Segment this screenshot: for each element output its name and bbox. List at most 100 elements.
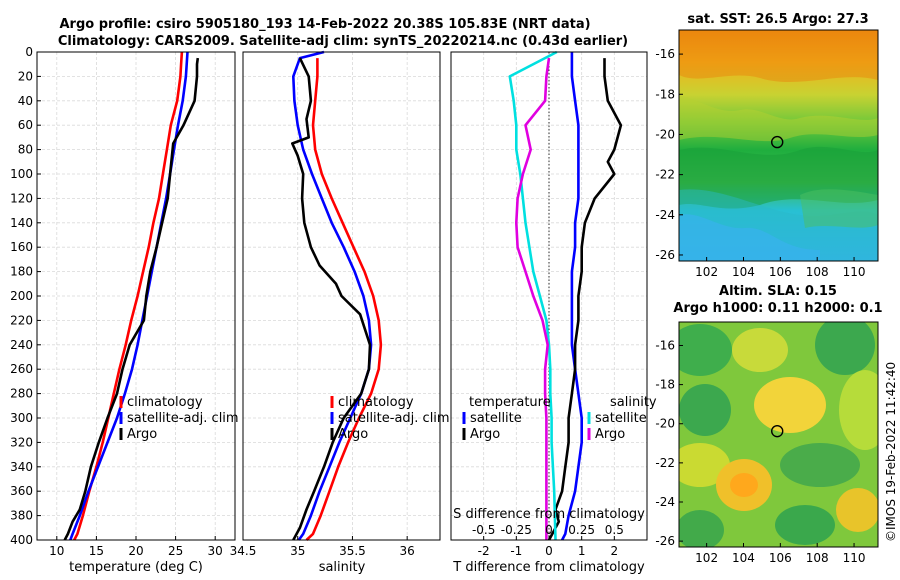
- depth-tick-label: 260: [10, 362, 33, 376]
- temperature-panel: 10 15 20 25 30 0 20 40 60 80 100 120 140 160 180 200 22…: [10, 45, 239, 575]
- difference-legend: temperature satellite Argo salinity sate…: [462, 395, 657, 442]
- series-line-t-satellite: [560, 52, 584, 541]
- sla-map-title-line1: Altim. SLA: 0.15: [719, 284, 837, 299]
- s-tick-label: 0.5: [605, 523, 624, 537]
- sla-lat-tick-label: -20: [655, 417, 675, 431]
- depth-tick-label: 240: [10, 338, 33, 352]
- depth-tick-label: 380: [10, 509, 33, 523]
- s-difference-label: S difference from climatology: [453, 507, 645, 522]
- legend-label-satellite: satellite-adj. clim: [338, 411, 450, 426]
- depth-tick-label: 360: [10, 484, 33, 498]
- figure-title-line2: Climatology: CARS2009. Satellite-adj cli…: [58, 34, 628, 49]
- sst-lon-tick-label: 106: [769, 265, 792, 279]
- sla-lat-tick-label: -26: [655, 534, 675, 548]
- sst-lat-tick-label: -26: [655, 248, 675, 262]
- series-line-s-argo: [514, 57, 551, 540]
- sla-lon-tick-label: 110: [843, 551, 866, 565]
- diff-xtick-label: 2: [611, 544, 619, 558]
- sal-xtick-label: 34.5: [230, 544, 257, 558]
- series-line-argo: [290, 57, 372, 541]
- sst-map-title: sat. SST: 26.5 Argo: 27.3: [687, 12, 868, 27]
- s-tick-label: -0.5: [472, 523, 495, 537]
- depth-tick-label: 320: [10, 435, 33, 449]
- sla-lat-tick-label: -24: [655, 495, 675, 509]
- legend-label-argo: Argo: [338, 427, 368, 442]
- temp-xtick-label: 10: [49, 544, 64, 558]
- depth-tick-label: 60: [18, 118, 33, 132]
- legend-label-s-satellite: satellite: [595, 411, 647, 426]
- salinity-panel: 34.5 35 35.5 36 salinity climatology satell…: [230, 50, 450, 575]
- sla-lon-tick-label: 108: [806, 551, 829, 565]
- argo-position-marker: [771, 135, 784, 149]
- imos-watermark: ©IMOS 19-Feb-2022 11:42:40: [884, 362, 898, 542]
- sla-map-panel: Altim. SLA: 0.15 Argo h1000: 0.11 h2000:…: [655, 284, 882, 565]
- temp-xtick-label: 20: [128, 544, 143, 558]
- s-tick-label: -0.25: [501, 523, 532, 537]
- depth-tick-label: 40: [18, 94, 33, 108]
- salinity-xlabel: salinity: [319, 560, 366, 575]
- sst-lat-tick-label: -16: [655, 47, 675, 61]
- sla-map-title-line2: Argo h1000: 0.11 h2000: 0.1: [673, 301, 882, 316]
- sst-lat-tick-label: -24: [655, 208, 675, 222]
- legend-title-temperature: temperature: [469, 395, 551, 410]
- legend-label-t-argo: Argo: [470, 427, 500, 442]
- sla-lon-tick-label: 102: [695, 551, 718, 565]
- legend-label-argo: Argo: [127, 427, 157, 442]
- salinity-legend: climatology satellite-adj. clim Argo: [330, 395, 450, 442]
- s-tick-label: 0: [545, 523, 553, 537]
- sal-xtick-label: 36: [400, 544, 415, 558]
- temperature-xlabel: temperature (deg C): [69, 560, 203, 575]
- depth-tick-label: 100: [10, 167, 33, 181]
- temp-xtick-label: 25: [168, 544, 183, 558]
- legend-label-t-satellite: satellite: [470, 411, 522, 426]
- diff-xtick-label: 1: [578, 544, 586, 558]
- sst-lat-tick-label: -20: [655, 127, 675, 141]
- sal-xtick-label: 35.5: [339, 544, 366, 558]
- legend-label-s-argo: Argo: [595, 427, 625, 442]
- sst-map-panel: sat. SST: 26.5 Argo: 27.3 102 104 106 108 11…: [655, 12, 879, 279]
- sst-lon-tick-label: 102: [695, 265, 718, 279]
- diff-xtick-label: -2: [478, 544, 490, 558]
- diff-xtick-label: -1: [510, 544, 522, 558]
- depth-tick-label: 140: [10, 216, 33, 230]
- depth-tick-label: 300: [10, 411, 33, 425]
- sla-lat-tick-label: -16: [655, 338, 675, 352]
- depth-tick-label: 180: [10, 265, 33, 279]
- legend-label-climatology: climatology: [127, 395, 203, 410]
- difference-panel: -2 -1 0 1 2 -0.5 -0.25 0 0.25 0.5 S difference f…: [450, 50, 657, 575]
- series-line-t-argo: [547, 58, 623, 541]
- depth-tick-label: 80: [18, 143, 33, 157]
- depth-tick-label: 220: [10, 313, 33, 327]
- depth-tick-label: 0: [25, 45, 33, 59]
- depth-tick-label: 120: [10, 191, 33, 205]
- sst-lat-tick-label: -18: [655, 87, 675, 101]
- legend-title-salinity: salinity: [610, 395, 657, 410]
- legend-label-climatology: climatology: [338, 395, 414, 410]
- temp-xtick-label: 15: [89, 544, 104, 558]
- series-line-argo: [63, 57, 200, 541]
- series-line-s-satellite: [508, 50, 558, 541]
- sst-lat-tick-label: -22: [655, 168, 675, 182]
- depth-tick-label: 340: [10, 460, 33, 474]
- sst-lon-tick-label: 110: [843, 265, 866, 279]
- figure-title-line1: Argo profile: csiro 5905180_193 14-Feb-2…: [59, 17, 590, 32]
- diff-xtick-label: 0: [545, 544, 553, 558]
- argo-position-marker: [771, 424, 784, 438]
- depth-tick-label: 20: [18, 69, 33, 83]
- series-line-climatology: [305, 58, 383, 541]
- temp-xtick-label: 30: [208, 544, 223, 558]
- s-tick-label: 0.25: [568, 523, 595, 537]
- sal-xtick-label: 35: [290, 544, 305, 558]
- depth-tick-label: 400: [10, 533, 33, 547]
- sst-lon-tick-label: 108: [806, 265, 829, 279]
- depth-tick-label: 160: [10, 240, 33, 254]
- sst-lon-tick-label: 104: [732, 265, 755, 279]
- legend-label-satellite: satellite-adj. clim: [127, 411, 239, 426]
- sla-lon-tick-label: 104: [732, 551, 755, 565]
- sla-lon-tick-label: 106: [769, 551, 792, 565]
- t-difference-xlabel: T difference from climatology: [452, 560, 645, 575]
- series-line-satellite-adj-clim: [291, 50, 373, 541]
- depth-tick-label: 280: [10, 387, 33, 401]
